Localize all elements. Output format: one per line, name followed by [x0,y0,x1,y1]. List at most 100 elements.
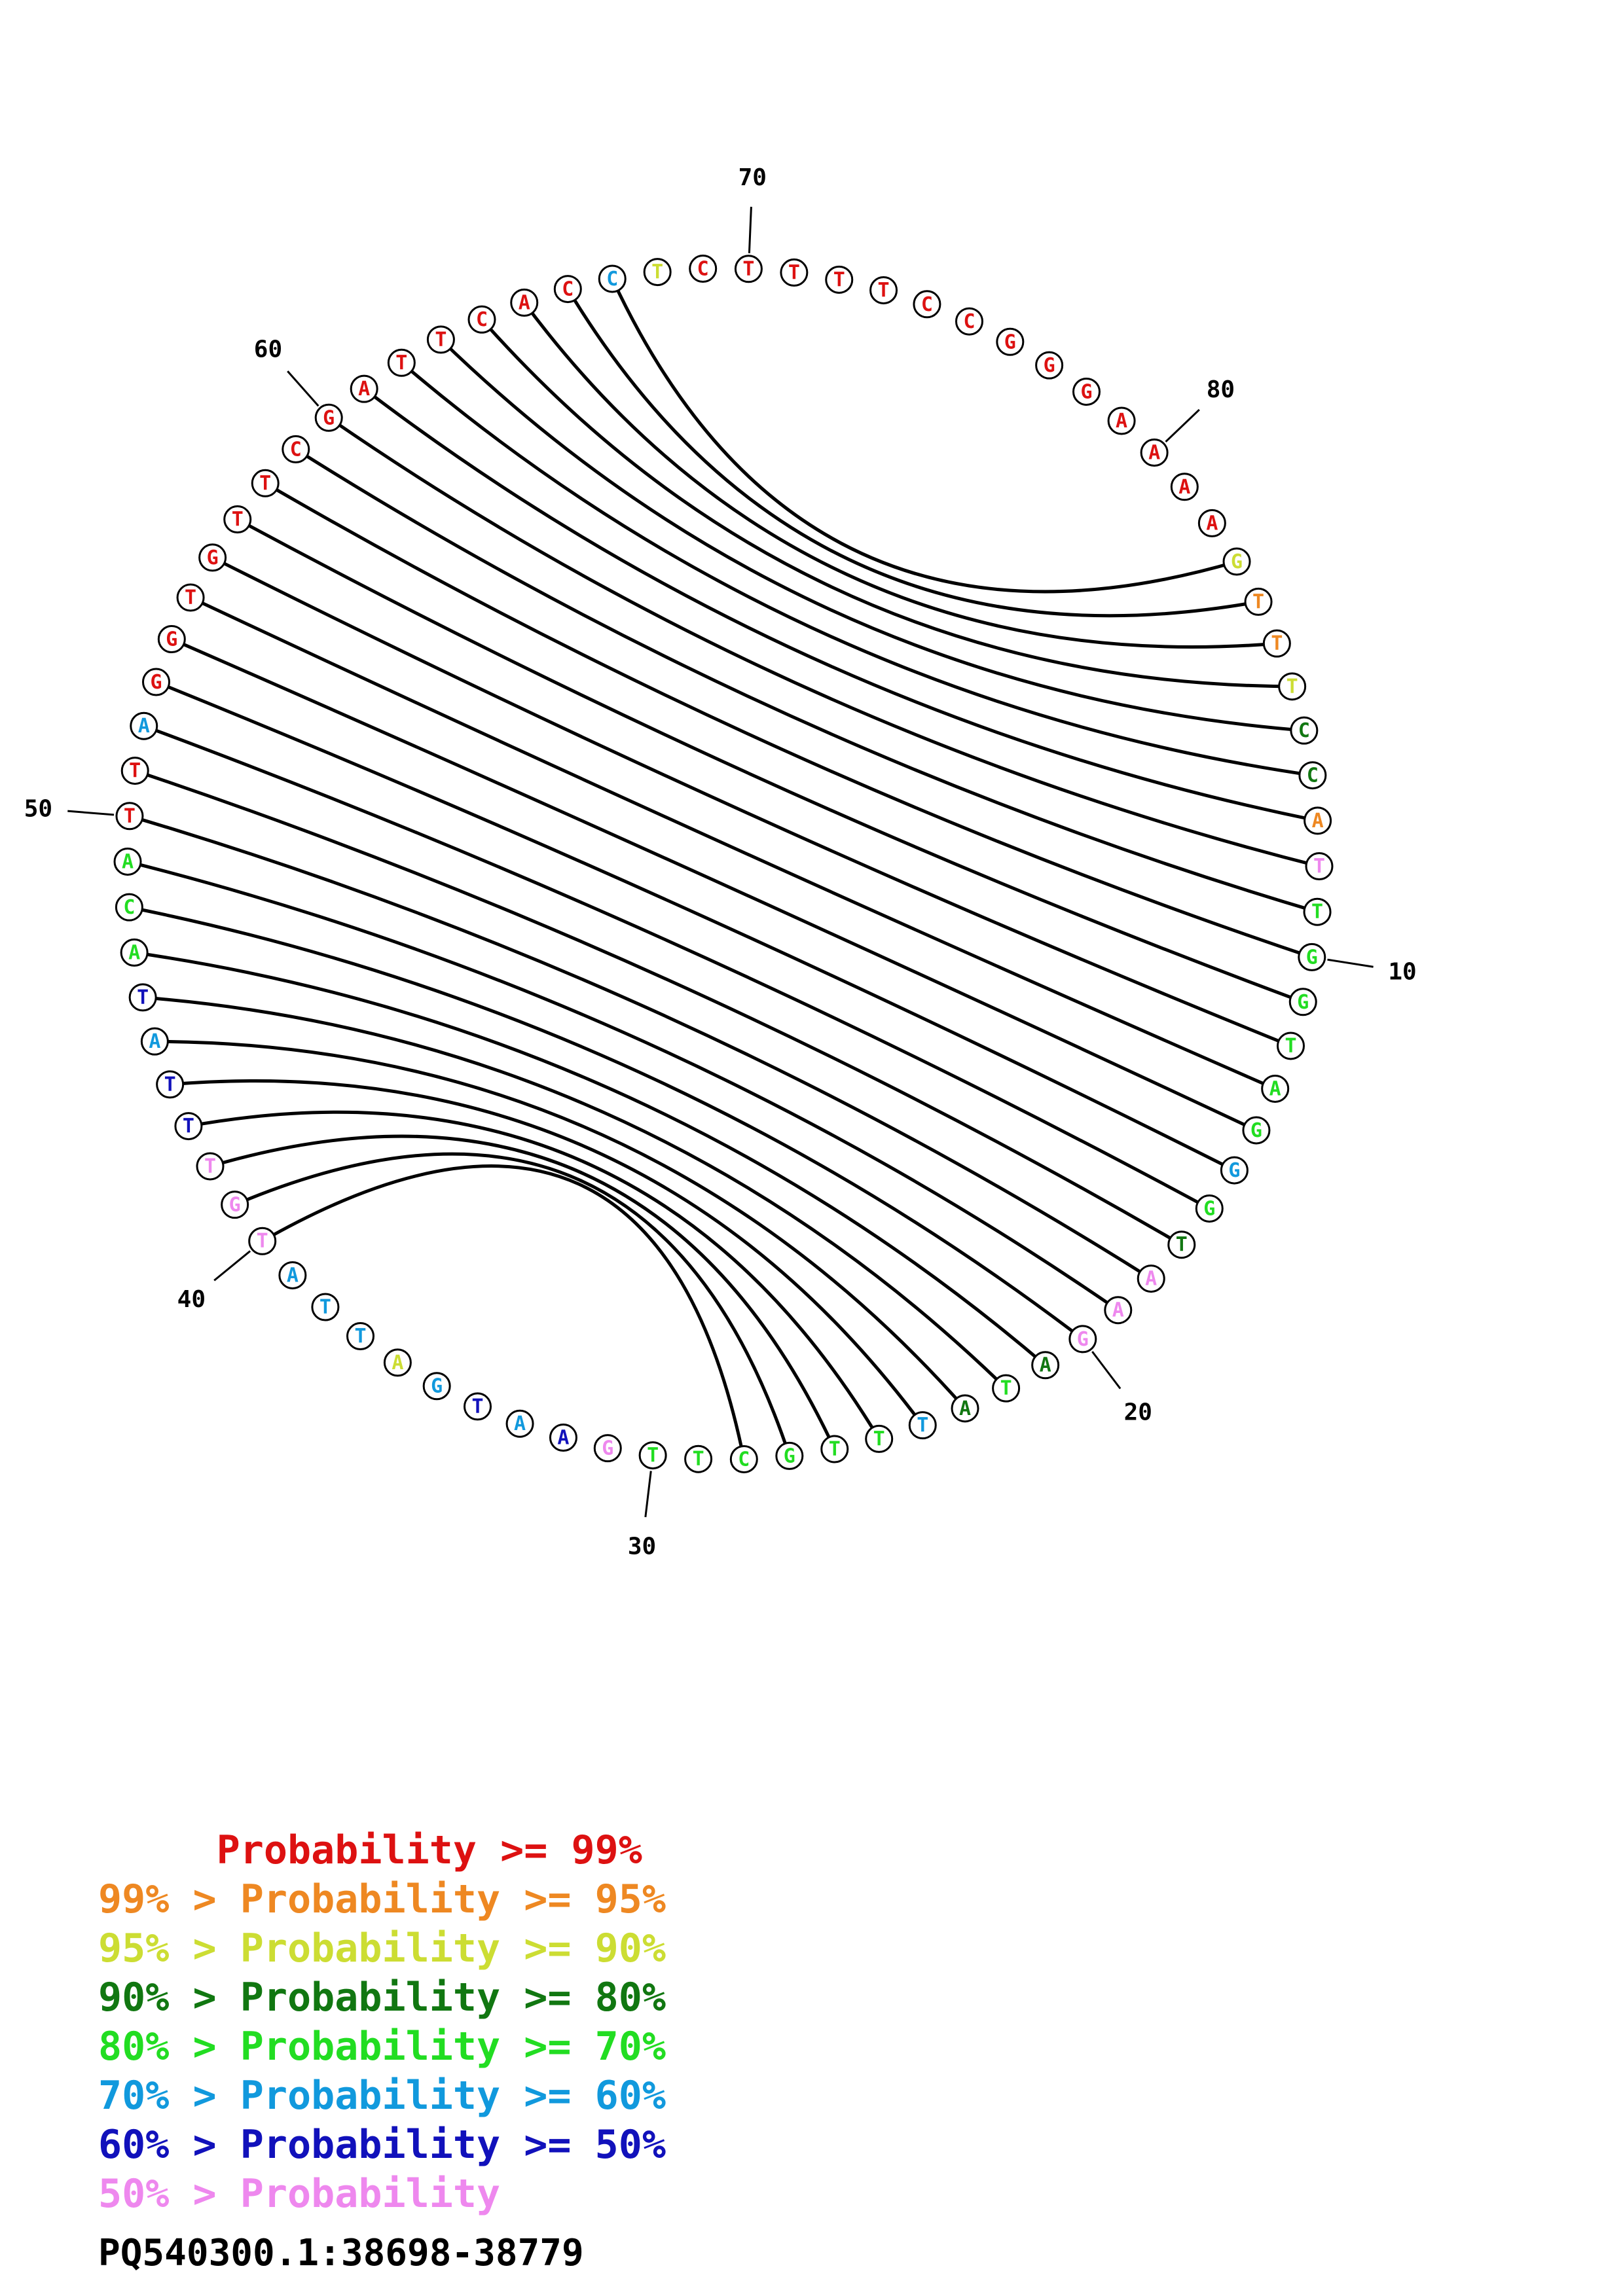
nucleotide: A [1104,1296,1133,1325]
nucleotide-letter: G [229,1194,241,1217]
nucleotide-circle [1277,1031,1305,1060]
nucleotide-letter: T [651,261,663,284]
nucleotide-letter: G [1297,991,1309,1014]
nucleotide-letter: A [392,1352,403,1374]
nucleotide-circle [426,325,455,354]
nucleotide-circle [221,1191,249,1219]
base-pair-arc [522,301,1277,649]
nucleotide-letter: A [514,1412,526,1435]
nucleotide-circle [314,403,343,432]
nucleotide-letter: T [395,351,407,374]
nucleotide: A [549,1424,577,1452]
nucleotide-circle [955,307,983,336]
nucleotide-letter: T [1285,1035,1296,1058]
nucleotide: T [780,258,809,287]
nucleotide: T [734,255,763,283]
nucleotide-letter: A [1145,1268,1157,1291]
nucleotide-letter: A [287,1264,299,1287]
base-pair-arcs [127,278,1320,1460]
nucleotide-letter: T [1271,632,1283,655]
nucleotide-circle [176,583,205,612]
nucleotide: C [553,275,582,304]
nucleotide-letter: T [693,1448,704,1471]
nucleotide-letter: G [1306,946,1318,969]
nucleotide-letter: C [963,310,975,333]
nucleotide-circle [1167,1230,1196,1259]
nucleotide: A [510,288,539,317]
nucleotide: C [729,1444,758,1473]
nucleotide: G [1068,1325,1097,1354]
nucleotide-circle [278,1261,307,1289]
nucleotide-circle [174,1112,203,1141]
nucleotide-circle [908,1411,937,1440]
nucleotide-circle [1031,1351,1060,1380]
nucleotide: G [1222,547,1251,576]
nucleotide: A [113,847,142,876]
nucleotide-letter: T [1313,855,1325,878]
nucleotide-letter: A [1178,476,1190,499]
nucleotide: T [464,1392,492,1421]
base-pair-arc [188,1110,881,1440]
base-pair-arc [128,905,1084,1340]
nucleotide: T [311,1293,340,1321]
base-pair-arc [400,361,1313,778]
nucleotide-circle [464,1392,492,1421]
nucleotide-circle [549,1424,577,1452]
nucleotide-circle [1304,806,1332,835]
nucleotide-circle [1072,377,1101,406]
nucleotide-circle [951,1394,979,1423]
tick-line [287,370,319,407]
nucleotide-circle [820,1435,849,1463]
nucleotide-letter: T [319,1296,331,1319]
legend-entry: 70% > Probability >= 60% [98,2073,666,2119]
nucleotide-letter: G [1250,1119,1262,1142]
nucleotide-circle [689,255,718,283]
nucleotide-letter: T [124,805,136,828]
nucleotide: A [350,374,378,403]
nucleotide: T [1305,852,1334,881]
nucleotide-circle [223,505,252,534]
nucleotide-circle [196,1152,225,1181]
nucleotide-circle [1140,439,1169,467]
nucleotide-circle [156,1070,185,1099]
nucleotide-circle [1290,716,1319,745]
nucleotide-circle [141,668,170,696]
nucleotide-circle [251,469,280,497]
base-pair-arc [210,1134,837,1450]
tick-line [213,1250,251,1282]
nucleotide-letter: T [1286,675,1298,698]
nucleotide-letter: T [354,1325,366,1348]
nucleotide-circle [248,1227,277,1255]
nucleotide-letter: A [149,1030,160,1053]
nucleotide-letter: T [1176,1234,1188,1257]
nucleotide-circle [992,1374,1021,1403]
nucleotide-letter: T [183,1115,194,1138]
nucleotide-letter: C [123,896,135,919]
nucleotide: T [825,265,854,294]
nucleotide-letter: T [259,472,271,495]
nucleotide: C [598,264,627,293]
nucleotide: G [996,327,1025,356]
nucleotide: C [913,290,941,319]
base-pair-arc [155,680,1235,1172]
nucleotide-circle [1305,852,1334,881]
nucleotide-circle [115,802,144,831]
nucleotide: G [1288,988,1317,1016]
nucleotide-letter: C [562,278,574,301]
nucleotide-circle [643,258,672,287]
nucleotide-letter: C [606,268,618,291]
nucleotide-letter: T [129,760,141,783]
nucleotide: G [157,625,186,654]
nucleotide-circle [113,847,142,876]
base-pair-arc [566,288,1259,618]
nucleotide-circle [1197,509,1226,537]
nucleotide: T [992,1374,1021,1403]
nucleotide-circle [510,288,539,317]
nucleotide-letter: T [204,1155,216,1178]
nucleotide-letter: G [1044,354,1055,377]
nucleotide-letter: G [1080,380,1092,403]
nucleotide-circle [1242,1116,1271,1145]
nucleotide-letter: A [1148,442,1160,465]
nucleotide: G [422,1372,451,1401]
tick-label: 30 [628,1534,656,1560]
